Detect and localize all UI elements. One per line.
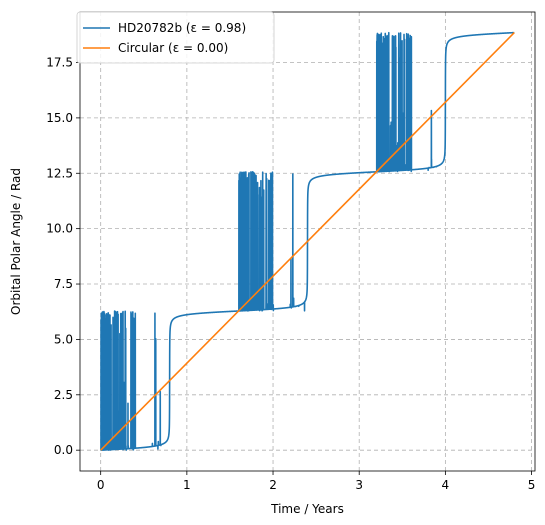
legend-box bbox=[76, 11, 275, 64]
x-tick-label: 0 bbox=[97, 478, 105, 492]
series-line-circular bbox=[100, 32, 515, 451]
legend-label-eccentric: HD20782b (ε = 0.98) bbox=[118, 21, 246, 35]
y-tick-label: 15.0 bbox=[46, 111, 73, 125]
y-tick-label: 5.0 bbox=[54, 332, 73, 346]
series-layer bbox=[99, 31, 516, 451]
y-tick-label: 0.0 bbox=[54, 443, 73, 457]
x-tick-label: 2 bbox=[269, 478, 277, 492]
ticks: 0 1 2 3 4 5 0.0 2.5 5.0 7.5 10.0 12.5 15.0 17.5 bbox=[46, 56, 535, 492]
x-axis-label: Time / Years bbox=[270, 502, 344, 516]
y-tick-label: 7.5 bbox=[54, 277, 73, 291]
y-tick-label: 2.5 bbox=[54, 388, 73, 402]
y-tick-label: 12.5 bbox=[46, 166, 73, 180]
x-tick-label: 1 bbox=[183, 478, 191, 492]
y-axis-label: Orbital Polar Angle / Rad bbox=[9, 168, 23, 315]
plot-frame bbox=[79, 11, 536, 472]
x-tick-label: 3 bbox=[355, 478, 363, 492]
legend-label-circular: Circular (ε = 0.00) bbox=[118, 41, 228, 55]
y-tick-label: 17.5 bbox=[46, 56, 73, 70]
y-tick-label: 10.0 bbox=[46, 222, 73, 236]
legend: HD20782b (ε = 0.98) Circular (ε = 0.00) bbox=[76, 11, 275, 64]
x-tick-label: 5 bbox=[528, 478, 536, 492]
x-tick-label: 4 bbox=[442, 478, 450, 492]
